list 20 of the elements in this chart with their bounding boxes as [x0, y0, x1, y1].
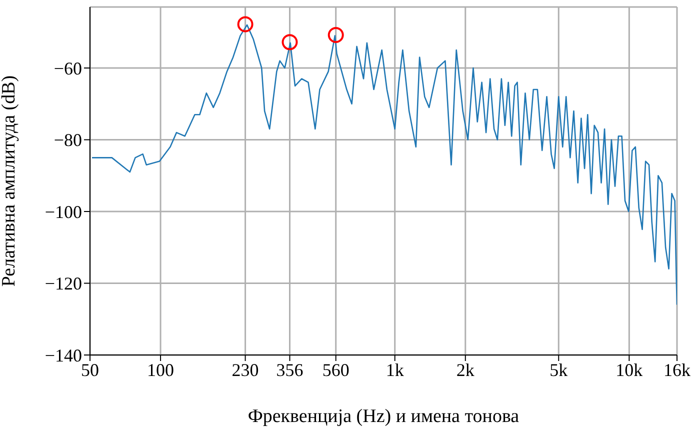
y-tick-label: −100 [44, 202, 82, 222]
point [237, 16, 254, 32]
y-tick-label: −80 [54, 130, 82, 150]
x-tick-label: 16k [664, 360, 690, 380]
x-tick-label: 560 [322, 360, 350, 380]
x-tick-label: 100 [147, 360, 174, 380]
y-tick-label: −60 [54, 58, 82, 78]
x-tick-label: 5k [550, 360, 568, 380]
x-tick-label: 10k [616, 360, 643, 380]
y-axis-title: Релативна амплитуда (dB) [0, 75, 20, 287]
x-tick-label: 2k [456, 360, 474, 380]
y-tick-label: −120 [44, 274, 82, 294]
point [328, 26, 344, 43]
x-tick-label: 50 [81, 360, 99, 380]
x-tick-label: 356 [276, 360, 304, 380]
x-tick-label: 1k [386, 360, 404, 380]
y-tick-label: −140 [44, 345, 82, 366]
point [282, 34, 298, 50]
x-tick-label: 230 [232, 360, 259, 380]
x-axis-title: Фреквенција (Hz) и имена тонова [248, 406, 520, 427]
